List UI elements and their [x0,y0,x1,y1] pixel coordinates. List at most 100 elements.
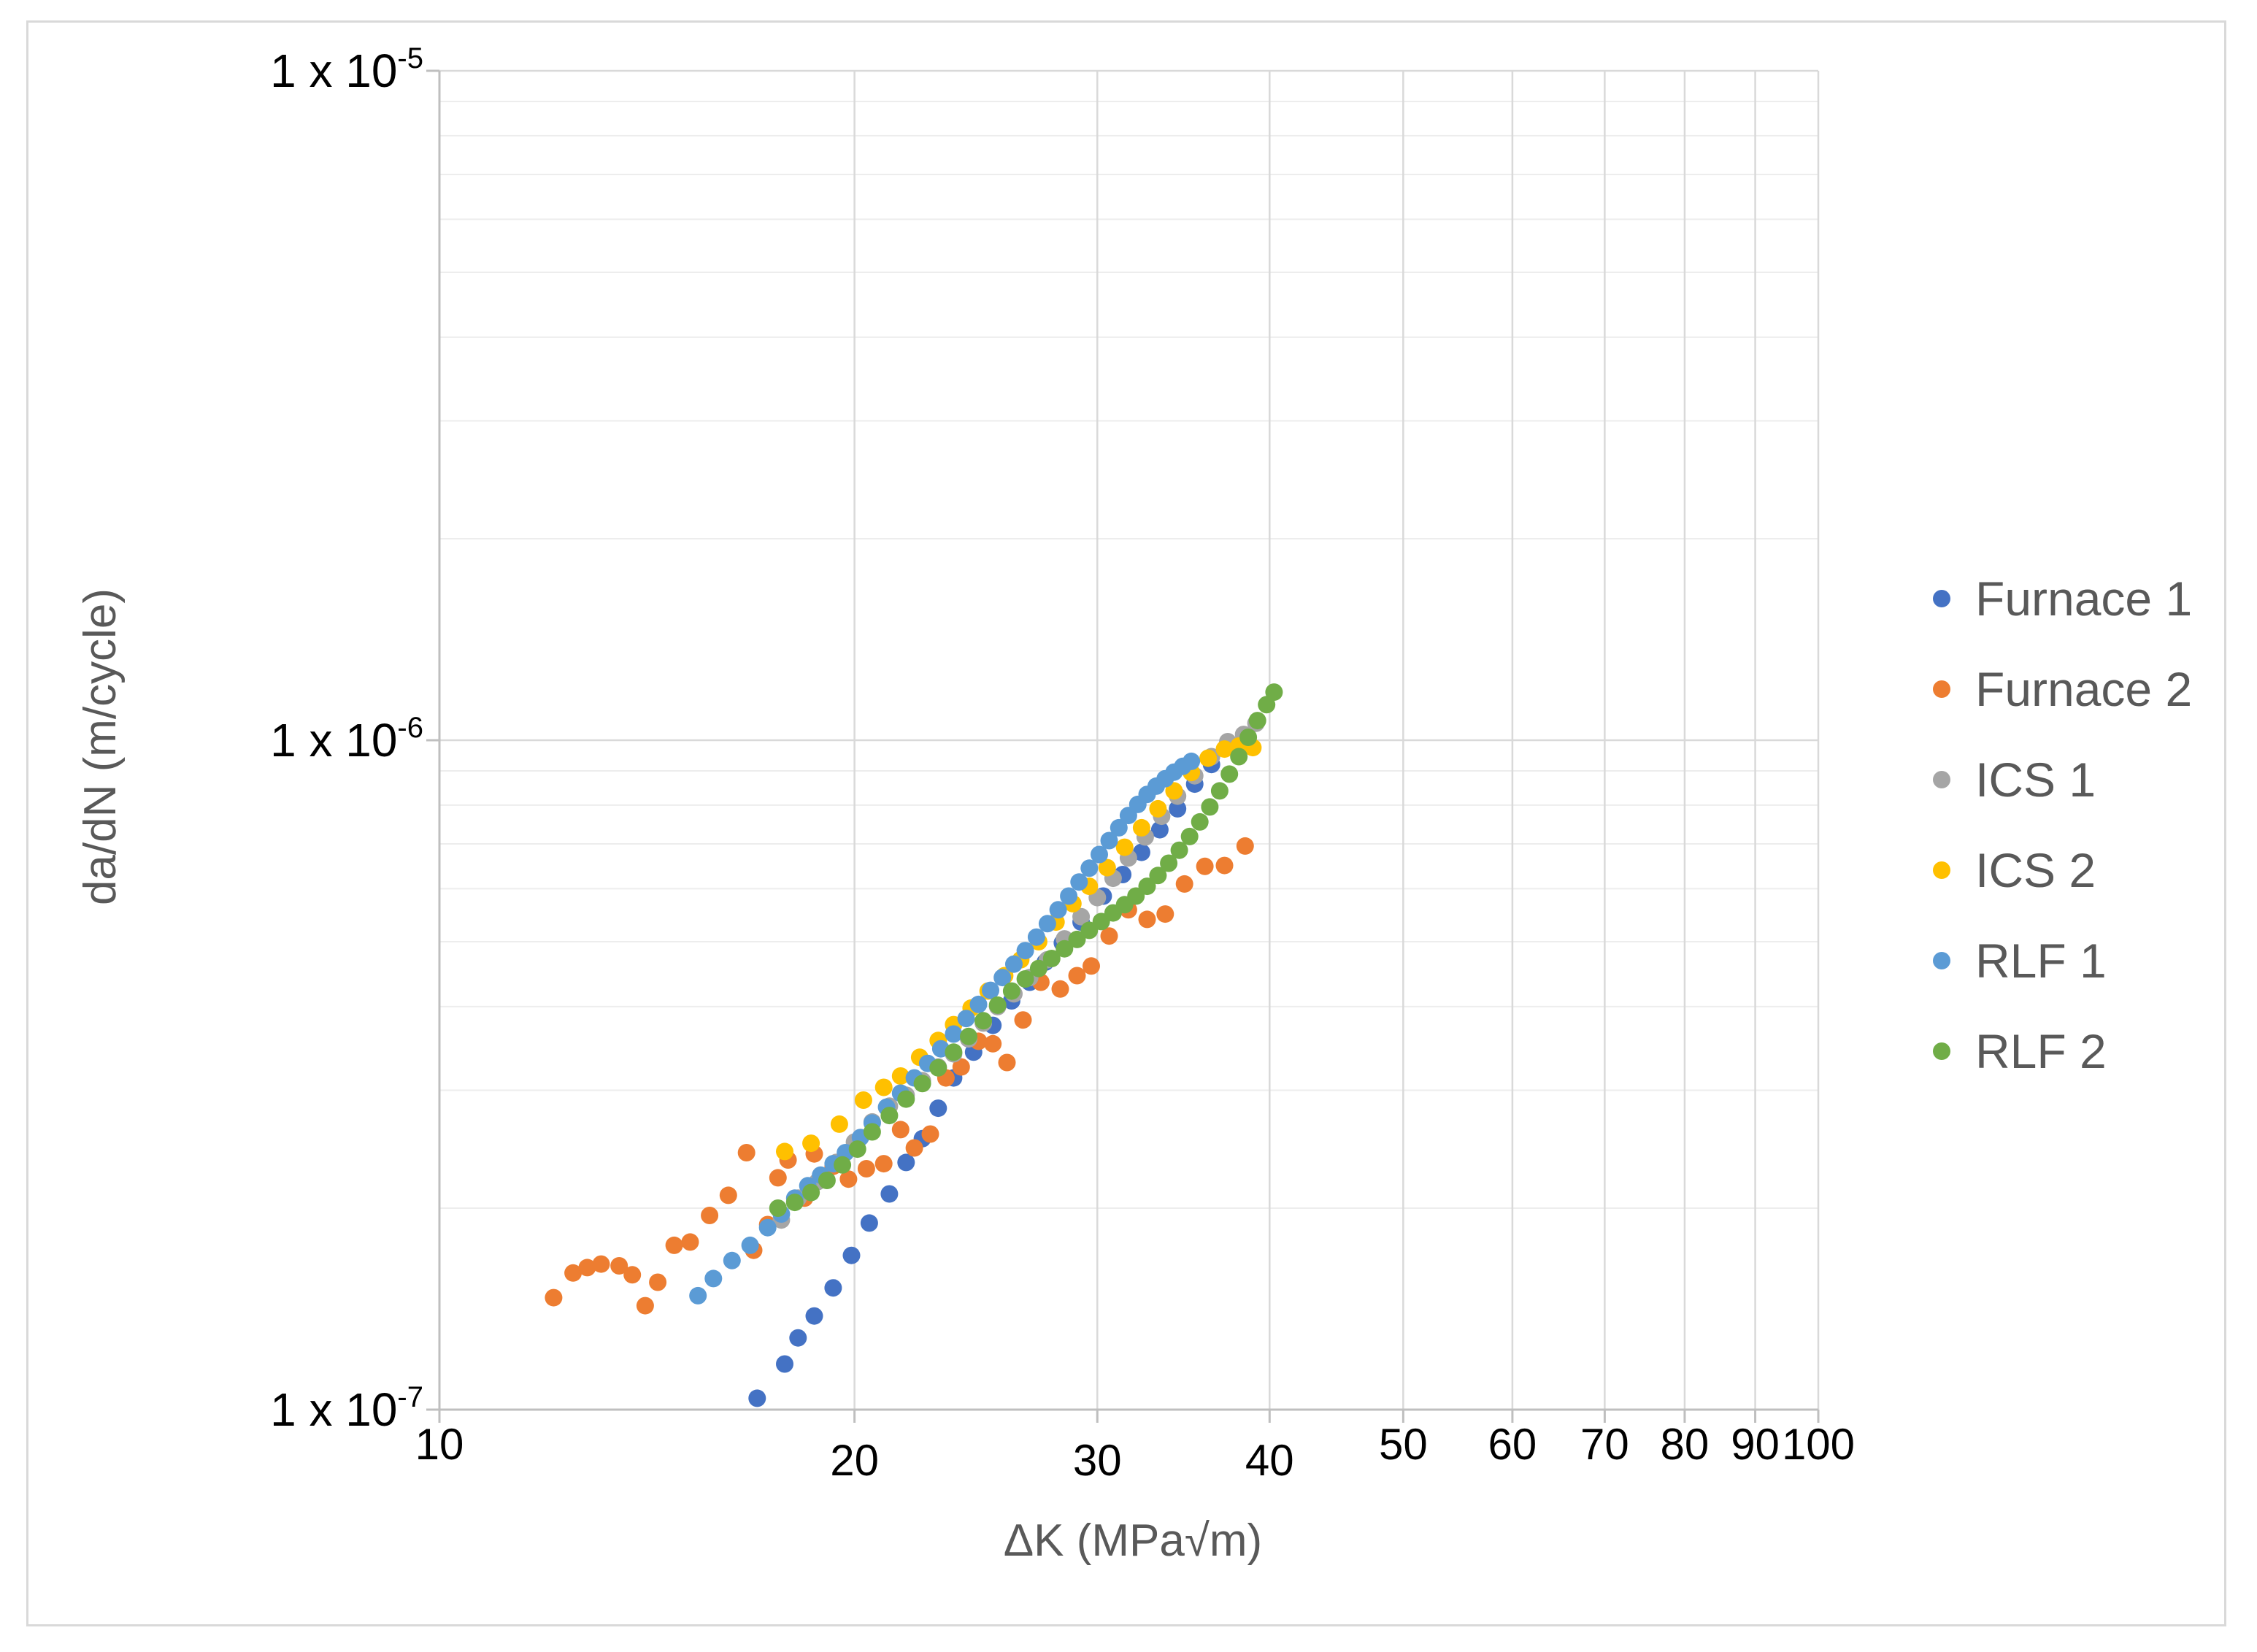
data-point [1150,821,1169,839]
x-tick-label: 40 [1245,1436,1294,1485]
y-tick-label: 1 x 10-6 [270,712,423,767]
data-point [776,1355,793,1373]
data-point [1091,845,1108,864]
data-point [1149,867,1167,885]
data-point [929,1059,947,1077]
data-point [830,1115,848,1133]
data-point [1132,843,1150,861]
data-point [1201,798,1219,816]
data-point [769,1199,787,1217]
data-point [1149,799,1167,818]
data-point [1068,967,1086,985]
data-point [776,1142,793,1161]
data-point [824,1279,842,1297]
legend-label: ICS 1 [1975,753,2096,807]
x-tick-labels: 10 20 30 40 50 60 70 80 90 100 [415,1420,1855,1485]
legend-label: Furnace 2 [1975,662,2192,716]
data-point [1060,887,1078,905]
data-point [874,1155,893,1173]
data-point [1051,980,1069,998]
data-point [982,981,999,999]
x-tick-label: 60 [1488,1420,1537,1469]
data-point [723,1251,741,1269]
data-point [1038,915,1056,933]
data-point [1056,940,1074,958]
data-point [681,1233,699,1251]
legend-marker [1933,680,1950,698]
data-point [880,1185,899,1203]
data-point [805,1307,823,1325]
data-point [880,1107,899,1125]
x-tick-label: 10 [415,1420,464,1469]
data-point [1183,752,1201,770]
data-point [1100,927,1118,945]
x-tick-label: 100 [1782,1420,1855,1469]
data-point [897,1090,915,1108]
data-point [1138,877,1156,896]
axes [426,69,1820,1423]
data-point [863,1123,881,1141]
data-point [802,1134,820,1153]
data-point [993,969,1012,987]
data-point [848,1140,866,1159]
data-point [578,1259,596,1277]
data-point [1068,930,1086,948]
data-point [945,1025,963,1043]
data-point [1080,921,1099,940]
data-point [1210,782,1229,800]
data-point [785,1194,804,1212]
data-point [1248,712,1266,730]
data-point [1049,901,1067,919]
data-point [952,1058,970,1076]
data-point [960,1027,977,1045]
data-point [1215,740,1234,758]
data-point [1070,873,1088,891]
data-point [1170,841,1188,859]
data-point [1005,955,1023,973]
data-point [1180,827,1199,845]
legend-label: RLF 1 [1975,934,2107,988]
data-point [913,1075,931,1093]
data-point [854,1091,872,1109]
data-point [957,1010,975,1028]
data-point [984,1034,1002,1053]
data-point [818,1172,836,1189]
data-point [592,1255,610,1273]
minor-gridlines-y [439,100,1818,1209]
data-point [1072,907,1091,926]
data-point [665,1236,683,1254]
data-point [1196,857,1214,875]
data-point [1115,838,1134,856]
data-point [857,1160,875,1177]
data-point [1220,765,1239,783]
data-point [891,1121,910,1139]
data-point [929,1099,947,1118]
data-point [897,1153,915,1172]
legend-marker [1933,1042,1950,1060]
data-point [1080,859,1099,877]
y-tick-label: 1 x 10-7 [270,1381,423,1436]
data-point [1014,1011,1032,1029]
x-tick-label: 70 [1580,1420,1629,1469]
data-point [1083,957,1100,975]
data-point [969,995,988,1013]
data-point [921,1125,939,1143]
data-point [1236,837,1254,855]
data-point [545,1288,563,1307]
legend-marker [1933,590,1950,607]
data-point [610,1257,628,1275]
data-point [1191,812,1209,831]
series-rlf-2 [769,683,1283,1217]
data-point [689,1286,707,1305]
data-point [945,1043,963,1061]
data-point [701,1207,719,1224]
x-tick-label: 30 [1073,1436,1122,1485]
data-point [998,1053,1016,1072]
data-point [891,1067,910,1085]
data-point [636,1296,654,1315]
data-point [1230,748,1248,766]
data-point [1002,982,1020,1000]
data-point [860,1214,878,1232]
x-tick-label: 80 [1661,1420,1710,1469]
x-tick-label: 50 [1379,1420,1428,1469]
